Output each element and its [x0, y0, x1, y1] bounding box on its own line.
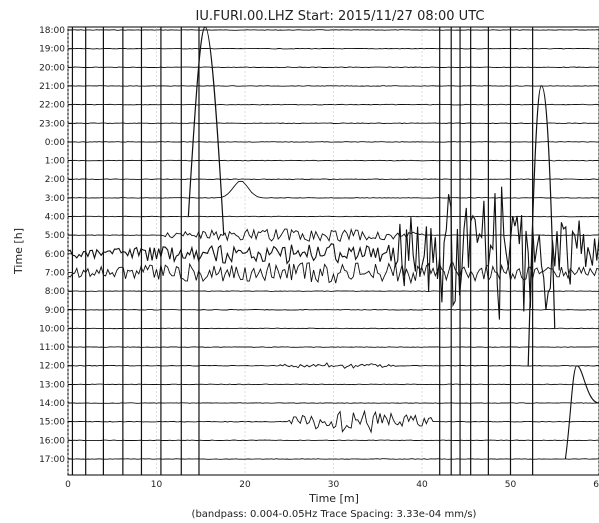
y-axis-label: Time [h] — [12, 228, 25, 275]
y-tick-label: 22:00 — [39, 101, 65, 111]
x-tick-label: 60 — [593, 480, 599, 490]
x-tick-label: 30 — [328, 480, 340, 490]
trace-line — [68, 29, 599, 31]
y-tick-label: 17:00 — [39, 455, 65, 465]
y-tick-label: 15:00 — [39, 418, 65, 428]
y-tick-label: 7:00 — [45, 268, 65, 278]
y-tick-label: 18:00 — [39, 26, 65, 36]
x-axis-label: Time [m] — [308, 492, 359, 505]
vertical-traces — [71, 27, 534, 475]
y-tick-label: 12:00 — [39, 362, 65, 372]
trace-line — [67, 122, 599, 125]
chart-title: IU.FURI.00.LHZ Start: 2015/11/27 08:00 U… — [196, 9, 485, 24]
y-tick-label: 14:00 — [39, 399, 65, 409]
trace-line — [67, 383, 599, 386]
trace-line — [67, 309, 599, 311]
trace-line — [67, 346, 599, 348]
y-tick-label: 0:00 — [45, 138, 65, 148]
y-tick-label: 3:00 — [45, 194, 65, 204]
trace-line — [67, 439, 599, 442]
trace-pulse — [564, 365, 599, 460]
y-tick-label: 21:00 — [39, 82, 65, 92]
trace-line — [68, 103, 599, 106]
trace-line — [68, 159, 599, 162]
y-tick-label: 2:00 — [45, 175, 65, 185]
y-tick-label: 4:00 — [45, 213, 65, 223]
y-tick-label: 13:00 — [39, 380, 65, 390]
grid — [67, 27, 599, 475]
trace-line — [67, 178, 599, 180]
x-tick-label: 50 — [505, 480, 517, 490]
trace-line — [67, 66, 599, 69]
trace-line — [67, 290, 599, 292]
x-tick-label: 10 — [151, 480, 163, 490]
x-tick-label: 0 — [65, 480, 71, 490]
y-tick-labels: 18:00 19:00 20:00 21:00 22:00 23:00 0:00 1:00 2:… — [39, 26, 72, 465]
x-tick-labels: 0 10 20 30 40 50 60 — [65, 480, 599, 490]
chart-caption: (bandpass: 0.004-0.05Hz Trace Spacing: 3… — [192, 509, 477, 520]
trace-line — [67, 85, 599, 87]
y-tick-label: 8:00 — [45, 287, 65, 297]
trace-line — [67, 47, 599, 50]
x-tick-label: 40 — [416, 480, 428, 490]
trace-line — [67, 215, 599, 218]
y-tick-label: 20:00 — [39, 63, 65, 73]
y-tick-label: 10:00 — [39, 324, 65, 334]
trace-line — [67, 402, 599, 404]
trace-line — [67, 327, 599, 330]
y-tick-label: 19:00 — [39, 45, 65, 55]
trace-line — [67, 141, 599, 143]
y-tick-label: 23:00 — [39, 119, 65, 129]
y-tick-label: 9:00 — [45, 306, 65, 316]
y-tick-label: 6:00 — [45, 250, 65, 260]
y-tick-label: 5:00 — [45, 231, 65, 241]
x-tick-label: 20 — [239, 480, 251, 490]
y-tick-label: 1:00 — [45, 157, 65, 167]
y-tick-label: 11:00 — [39, 343, 65, 353]
y-tick-label: 16:00 — [39, 436, 65, 446]
trace-pulse — [187, 26, 225, 236]
trace-line — [67, 458, 599, 460]
